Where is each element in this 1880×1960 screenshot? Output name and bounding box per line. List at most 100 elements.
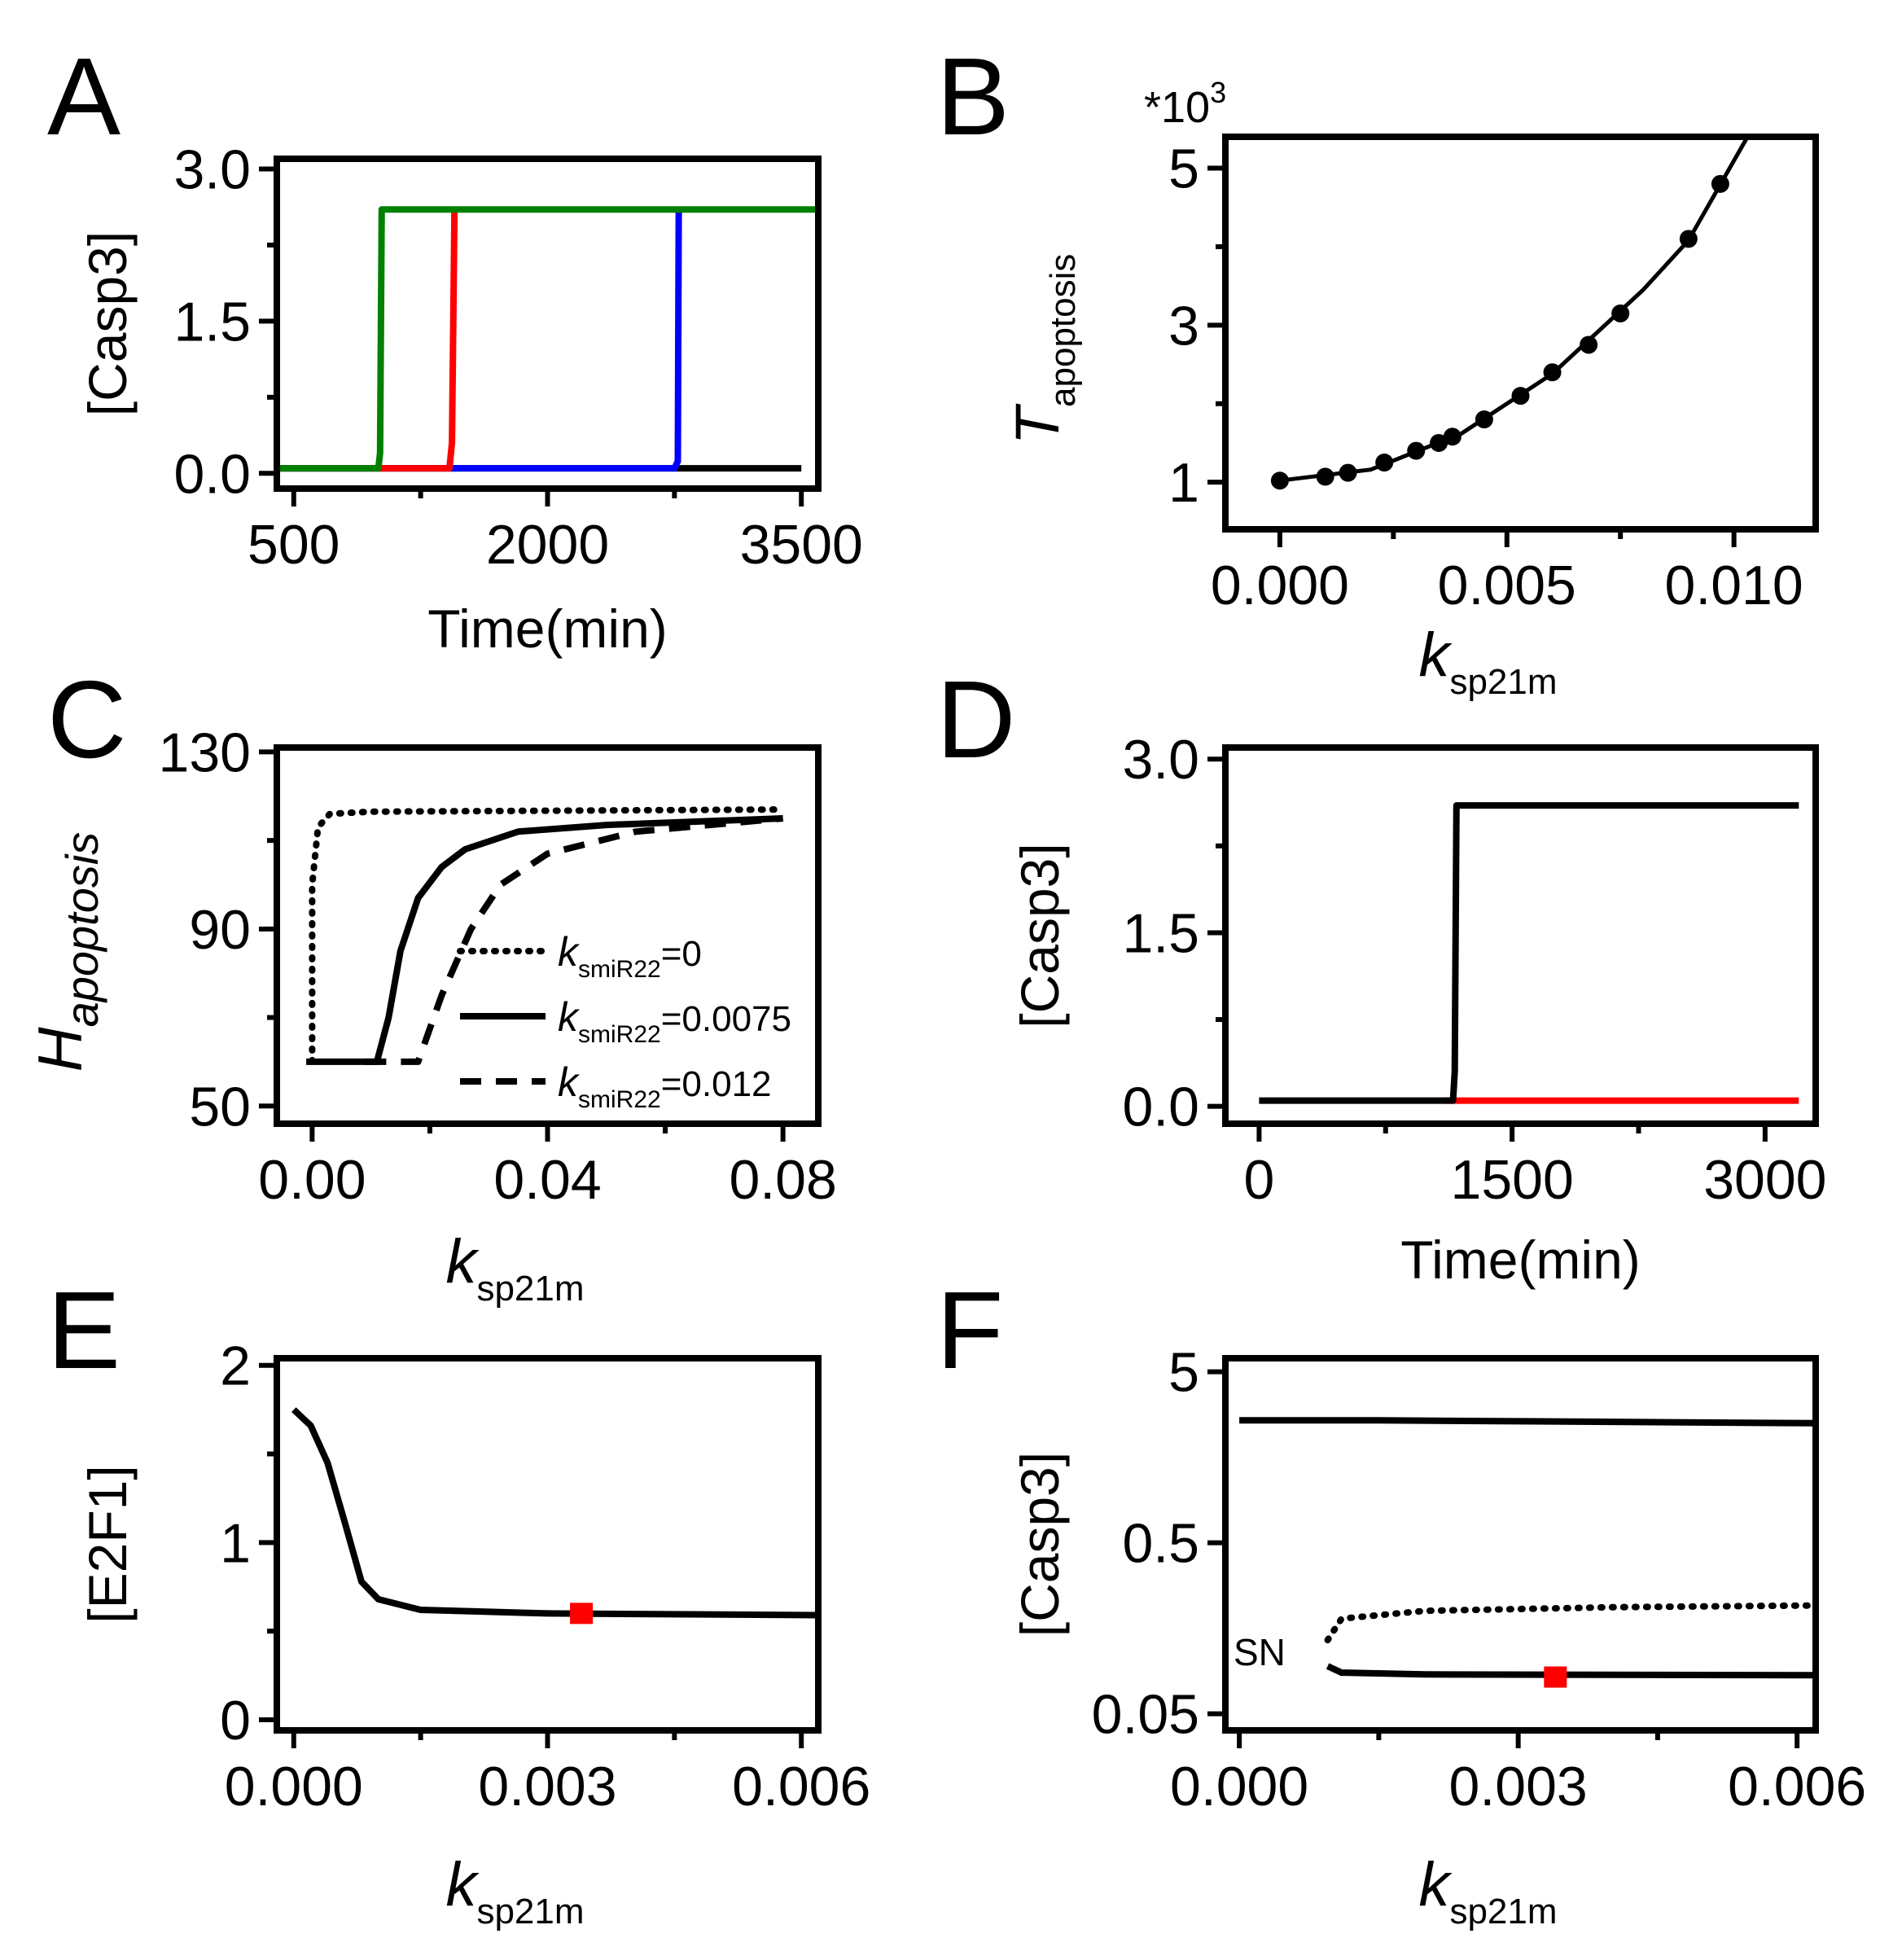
x-tick-label: 3500 bbox=[740, 514, 863, 576]
x-axis-label: ksp21m bbox=[1418, 1850, 1557, 1931]
x-axis-label: ksp21m bbox=[445, 1227, 584, 1309]
x-tick-label: 3000 bbox=[1703, 1149, 1826, 1211]
marker-square bbox=[570, 1603, 594, 1625]
fit-curve bbox=[1279, 137, 1750, 483]
data-point bbox=[1679, 230, 1698, 248]
ticks bbox=[259, 1362, 804, 1748]
y-tick-label: 50 bbox=[189, 1076, 251, 1138]
x-axis-label: ksp21m bbox=[445, 1850, 584, 1931]
ticks bbox=[1207, 1369, 1800, 1748]
y-tick-label: 1 bbox=[1168, 452, 1199, 514]
y-axis-label: Tapoptosis bbox=[1003, 254, 1083, 445]
x-tick-label: 0.00 bbox=[258, 1149, 366, 1211]
x-axis-label: Time(min) bbox=[427, 599, 668, 659]
sn-annotation: SN bbox=[1234, 1631, 1286, 1673]
marker-square bbox=[1544, 1666, 1567, 1688]
plot-area bbox=[277, 206, 818, 472]
y-tick-label: 90 bbox=[189, 899, 251, 961]
x-tick-label: 0.000 bbox=[225, 1756, 363, 1817]
x-tick-label: 0.08 bbox=[729, 1149, 836, 1211]
series-line-1 bbox=[309, 806, 787, 1065]
data-point bbox=[1611, 304, 1630, 322]
data-point bbox=[1711, 174, 1729, 193]
series-line-3 bbox=[1326, 1663, 1816, 1679]
plot-area bbox=[306, 806, 787, 1065]
series-line-2 bbox=[306, 815, 783, 1065]
panel-a: A 500 2000 3500 0.0 1.5 3.0 Time(min) [Casp3] bbox=[47, 35, 863, 659]
panel-d: D 0 1500 3000 0.0 1.5 3.0 Time(min) [Casp3] bbox=[936, 658, 1826, 1290]
plot-frame bbox=[274, 1355, 822, 1734]
panel-label: E bbox=[47, 1269, 121, 1392]
panel-e: E 0.000 0.003 0.006 0 1 2 ksp21m [E2F1] bbox=[47, 1269, 870, 1931]
plot-frame bbox=[1222, 134, 1819, 533]
plot-area bbox=[1239, 1417, 1816, 1688]
plot-frame bbox=[1222, 744, 1819, 1127]
x-tick-label: 0.003 bbox=[1449, 1756, 1588, 1817]
data-point bbox=[1316, 467, 1334, 486]
y-tick-label: 0.05 bbox=[1092, 1684, 1199, 1746]
x-tick-label: 0 bbox=[1244, 1149, 1275, 1211]
y-tick-label: 3.0 bbox=[173, 138, 251, 200]
legend-label: ksmiR22=0 bbox=[558, 929, 702, 983]
series-line-3 bbox=[365, 815, 783, 1065]
panel-label: D bbox=[936, 658, 1016, 781]
y-tick-label: 3.0 bbox=[1122, 729, 1199, 791]
y-tick-label: 5 bbox=[1168, 138, 1199, 200]
series-line-2 bbox=[1259, 802, 1799, 1104]
data-point bbox=[1339, 463, 1357, 482]
x-tick-label: 1500 bbox=[1451, 1149, 1574, 1211]
ticks bbox=[259, 166, 804, 506]
data-point bbox=[1407, 441, 1426, 460]
series-line-1 bbox=[291, 1407, 818, 1619]
panel-c: C 0.00 0.04 0.08 50 90 130 ksp21m Hapoptosis ksmi… bbox=[26, 658, 837, 1309]
data-point bbox=[1511, 387, 1530, 406]
data-point bbox=[1375, 454, 1394, 472]
data-point bbox=[1580, 335, 1598, 354]
panel-label: B bbox=[936, 35, 1010, 158]
y-tick-label: 5 bbox=[1168, 1342, 1199, 1404]
data-point bbox=[1430, 433, 1448, 452]
y-axis-label: [Casp3] bbox=[1010, 843, 1070, 1028]
x-tick-label: 500 bbox=[248, 514, 340, 576]
x-tick-label: 0.04 bbox=[493, 1149, 601, 1211]
axis-multiplier: *103 bbox=[1144, 76, 1226, 132]
plot-area bbox=[1270, 137, 1750, 490]
panel-b: B 0.000 0.005 0.010 1 3 5 ksp21m Tapoptosis *103 bbox=[936, 35, 1819, 702]
legend: ksmiR22=0 ksmiR22=0.0075 ksmiR22=0.012 bbox=[457, 929, 791, 1113]
y-tick-label: 1.5 bbox=[173, 291, 251, 353]
series-line-3 bbox=[277, 209, 458, 472]
x-tick-label: 0.006 bbox=[732, 1756, 870, 1817]
x-tick-label: 0.000 bbox=[1170, 1756, 1308, 1817]
y-axis-label: Hapoptosis bbox=[26, 832, 107, 1072]
ticks bbox=[259, 749, 786, 1142]
x-tick-label: 0.000 bbox=[1211, 555, 1349, 616]
series-line-1 bbox=[1239, 1417, 1816, 1427]
y-tick-label: 1 bbox=[220, 1512, 251, 1574]
panel-f: F 0.000 0.003 0.006 0.05 0.5 5 ksp21m [Casp3] SN bbox=[936, 1269, 1866, 1931]
data-point bbox=[1543, 363, 1562, 382]
panel-label: C bbox=[47, 658, 127, 781]
plot-area bbox=[291, 1407, 818, 1625]
panel-label: A bbox=[47, 35, 121, 158]
series-line-4 bbox=[277, 206, 818, 472]
y-tick-label: 130 bbox=[159, 721, 251, 783]
y-axis-label: [Casp3] bbox=[1010, 1452, 1070, 1637]
y-tick-label: 0.5 bbox=[1122, 1513, 1199, 1575]
ticks bbox=[1207, 756, 1768, 1142]
y-tick-label: 1.5 bbox=[1122, 902, 1199, 964]
y-tick-label: 0.0 bbox=[1122, 1076, 1199, 1138]
y-axis-label: [E2F1] bbox=[77, 1465, 138, 1623]
x-tick-label: 0.003 bbox=[478, 1756, 616, 1817]
legend-label: ksmiR22=0.0075 bbox=[558, 994, 791, 1048]
plot-area bbox=[1259, 802, 1799, 1104]
x-tick-label: 0.006 bbox=[1728, 1756, 1866, 1817]
x-axis-label: ksp21m bbox=[1418, 620, 1557, 702]
y-tick-label: 0.0 bbox=[173, 443, 251, 505]
x-tick-label: 2000 bbox=[486, 514, 609, 576]
y-axis-label: [Casp3] bbox=[77, 231, 138, 416]
y-tick-label: 2 bbox=[220, 1335, 251, 1397]
data-point bbox=[1443, 428, 1461, 446]
legend-label: ksmiR22=0.012 bbox=[558, 1059, 772, 1113]
panel-label: F bbox=[936, 1269, 1003, 1392]
